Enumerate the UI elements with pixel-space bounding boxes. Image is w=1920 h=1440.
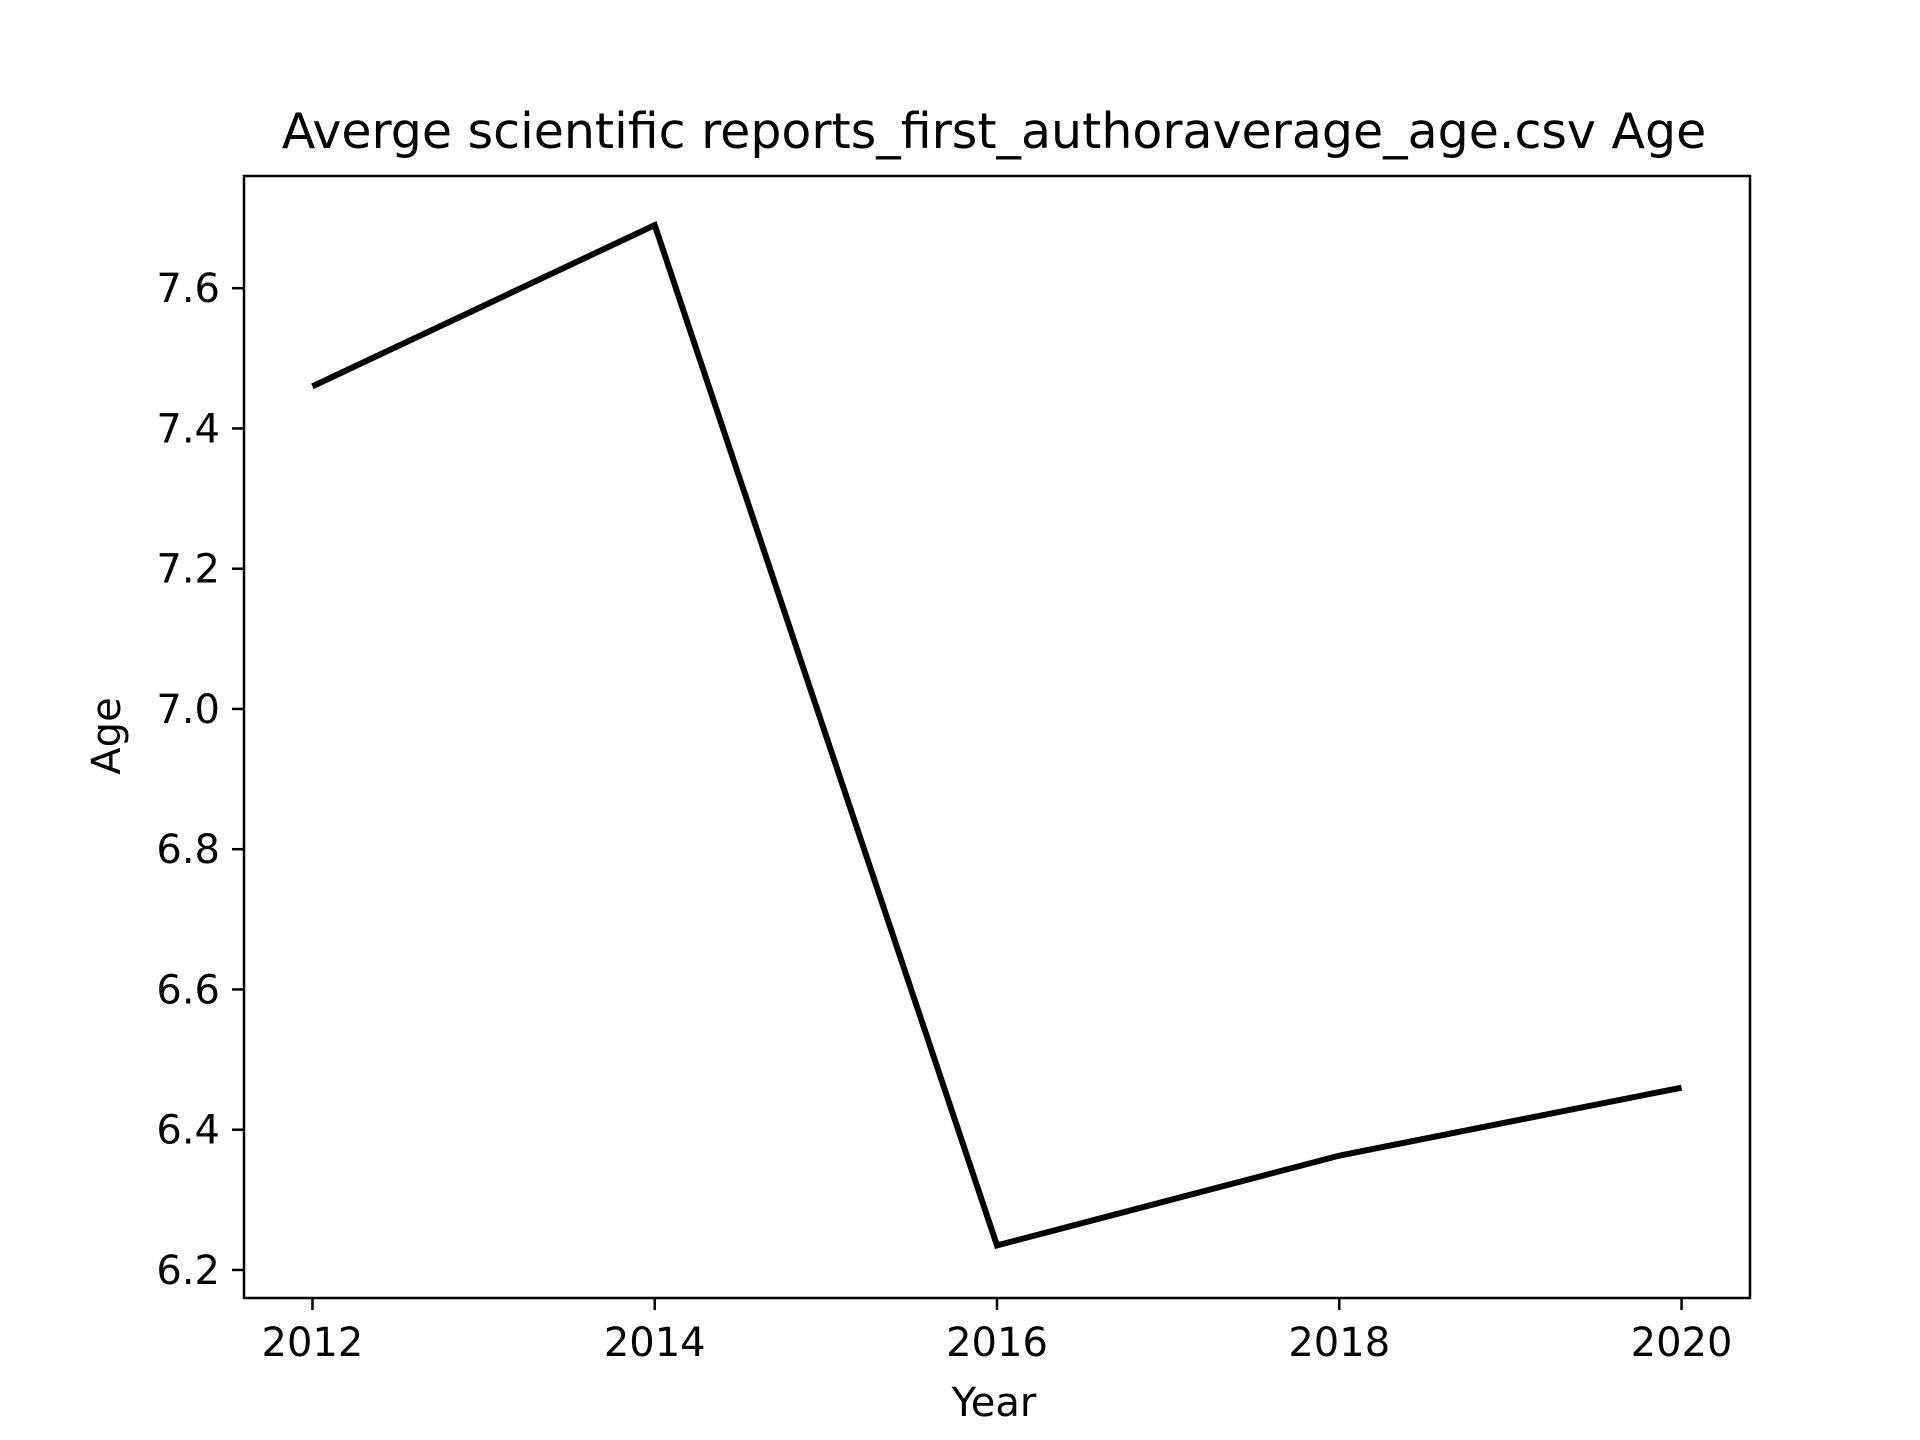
y-tick-label: 7.2 [156,547,220,593]
y-tick-label: 6.8 [156,827,220,873]
y-tick-label: 6.4 [156,1108,220,1154]
data-point [309,383,315,389]
y-tick-label: 7.4 [156,406,220,452]
y-tick-label: 6.2 [156,1248,220,1294]
plot-frame [242,174,1752,1300]
x-tick-label: 2016 [946,1320,1048,1366]
chart-title: Averge scientific reports_first_authorav… [282,103,1707,160]
axis-ticks: 2012 2014 2016 2018 2020 6.2 6.4 6.6 6.8 7.0 7.2 7.… [156,266,1732,1366]
x-tick-label: 2018 [1288,1320,1390,1366]
y-tick-label: 7.0 [156,687,220,733]
x-axis-label: Year [951,1380,1037,1426]
data-point [1679,1085,1685,1091]
x-tick-label: 2014 [604,1320,706,1366]
x-tick-label: 2012 [262,1320,364,1366]
plot-area [309,220,1685,1250]
y-axis-label: Age [84,697,130,774]
x-tick-label: 2020 [1631,1320,1733,1366]
data-point [994,1242,1000,1248]
data-point [652,222,658,228]
y-tick-label: 7.6 [156,266,220,312]
y-tick-label: 6.6 [156,967,220,1013]
data-point [1336,1153,1342,1159]
series-line [311,220,1683,1250]
